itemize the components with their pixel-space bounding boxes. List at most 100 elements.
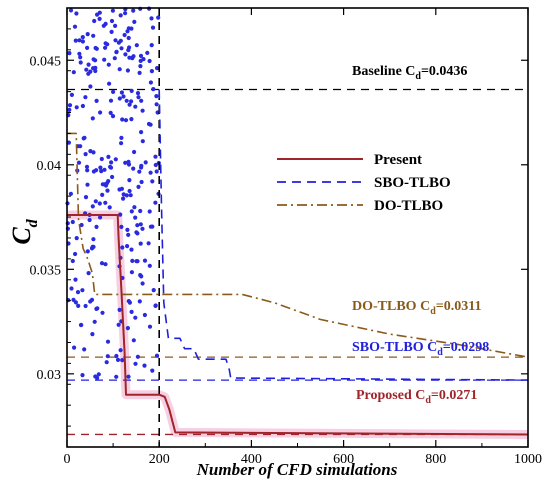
sample-point bbox=[106, 154, 111, 159]
sample-point bbox=[126, 35, 131, 41]
sample-point bbox=[129, 26, 134, 31]
sample-point bbox=[125, 244, 130, 249]
sample-point bbox=[140, 139, 145, 144]
sample-point bbox=[119, 90, 124, 95]
sample-point bbox=[135, 231, 140, 236]
sample-point bbox=[110, 174, 115, 180]
sample-point bbox=[80, 39, 85, 44]
sample-point bbox=[138, 58, 143, 64]
sample-point bbox=[80, 373, 85, 378]
sample-point bbox=[149, 16, 154, 21]
sample-point bbox=[88, 84, 93, 89]
sample-point bbox=[125, 68, 130, 73]
sample-point bbox=[149, 69, 154, 74]
sample-point bbox=[127, 178, 132, 183]
sample-point bbox=[85, 31, 90, 37]
sample-point bbox=[133, 361, 138, 366]
annotations: Baseline Cd=0.0436 DO-TLBO Cd=0.0311 SBO-T… bbox=[352, 64, 489, 406]
sample-point bbox=[154, 169, 159, 174]
sample-point bbox=[97, 16, 102, 21]
x-tick-label: 1000 bbox=[514, 452, 542, 467]
sample-point bbox=[103, 262, 108, 267]
sample-point bbox=[114, 374, 119, 379]
sample-point bbox=[148, 80, 153, 85]
legend-label: DO-TLBO bbox=[374, 198, 443, 214]
sample-point bbox=[91, 169, 96, 174]
sample-point bbox=[119, 186, 124, 191]
x-tick-label: 800 bbox=[425, 452, 446, 467]
sample-point bbox=[121, 192, 126, 197]
sample-point bbox=[86, 71, 91, 76]
sample-point bbox=[94, 98, 99, 103]
sample-point bbox=[90, 204, 95, 209]
sample-point bbox=[122, 32, 127, 38]
sample-point bbox=[103, 41, 108, 46]
sample-point bbox=[118, 13, 123, 18]
sample-point bbox=[156, 15, 161, 20]
sample-point bbox=[138, 208, 143, 214]
sample-point bbox=[151, 288, 156, 293]
annotation-proposed: Proposed Cd=0.0271 bbox=[356, 388, 477, 406]
sample-point bbox=[154, 102, 159, 107]
sample-point bbox=[70, 258, 75, 264]
sample-point bbox=[150, 179, 155, 184]
sample-point bbox=[105, 354, 110, 359]
sample-point bbox=[150, 368, 155, 373]
sample-point bbox=[80, 35, 85, 40]
sample-point bbox=[114, 353, 119, 359]
sample-point bbox=[116, 322, 121, 327]
sample-point bbox=[110, 114, 116, 119]
x-tick-label: 0 bbox=[64, 452, 71, 467]
sample-point bbox=[132, 205, 137, 210]
sample-point bbox=[103, 200, 108, 205]
sample-point bbox=[93, 68, 98, 74]
sample-point bbox=[85, 249, 90, 254]
sample-point bbox=[154, 353, 160, 358]
sample-point bbox=[118, 212, 123, 217]
sample-point bbox=[139, 179, 144, 185]
sample-point bbox=[113, 157, 118, 162]
x-tick-label: 600 bbox=[333, 452, 354, 467]
sample-point bbox=[119, 224, 124, 229]
sample-point bbox=[129, 309, 134, 314]
sample-point bbox=[75, 290, 81, 295]
legend-label: SBO-TLBO bbox=[374, 175, 451, 191]
sample-point bbox=[135, 91, 141, 96]
sample-point bbox=[103, 45, 108, 50]
sample-point bbox=[98, 215, 103, 220]
sample-point bbox=[82, 347, 87, 352]
sample-point bbox=[77, 51, 82, 56]
sample-point bbox=[149, 43, 154, 48]
sample-point bbox=[107, 81, 112, 86]
sample-point bbox=[136, 95, 141, 100]
sample-point bbox=[129, 88, 134, 93]
sample-point bbox=[102, 57, 107, 62]
sample-point bbox=[117, 307, 122, 312]
sample-point bbox=[146, 121, 152, 127]
sample-point bbox=[106, 179, 111, 184]
sample-point bbox=[104, 360, 109, 365]
sample-point bbox=[109, 160, 114, 165]
sample-point bbox=[66, 140, 71, 145]
sample-point bbox=[78, 55, 83, 60]
sample-point bbox=[120, 245, 125, 250]
sample-point bbox=[127, 102, 132, 107]
sample-point bbox=[127, 55, 132, 60]
sample-point bbox=[109, 18, 115, 24]
annotation-baseline: Baseline Cd=0.0436 bbox=[352, 64, 467, 82]
sample-point bbox=[148, 170, 153, 175]
sample-point bbox=[146, 241, 151, 246]
sample-point bbox=[133, 215, 138, 220]
legend: Present SBO-TLBO DO-TLBO bbox=[277, 152, 451, 214]
sample-point bbox=[94, 224, 99, 229]
sample-point bbox=[87, 217, 92, 223]
sample-point bbox=[74, 105, 79, 110]
y-tick-label: 0.04 bbox=[37, 159, 62, 174]
sample-point bbox=[73, 38, 78, 43]
sample-point bbox=[123, 118, 129, 123]
sample-point bbox=[74, 11, 79, 16]
sample-point bbox=[98, 110, 103, 115]
sample-point bbox=[126, 299, 131, 304]
sample-point bbox=[123, 52, 128, 57]
sample-point bbox=[84, 164, 90, 169]
